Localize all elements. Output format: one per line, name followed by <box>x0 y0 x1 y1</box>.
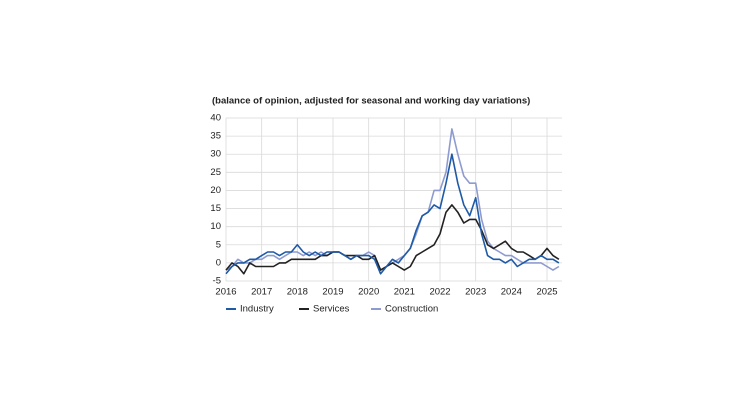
legend-label: Construction <box>385 304 438 315</box>
x-tick-label: 2019 <box>322 287 343 298</box>
legend-label: Services <box>313 304 350 315</box>
x-tick-label: 2025 <box>536 287 557 298</box>
y-tick-label: 10 <box>210 221 221 232</box>
x-tick-label: 2024 <box>501 287 522 298</box>
y-tick-label: 5 <box>216 239 221 250</box>
x-tick-label: 2020 <box>358 287 379 298</box>
y-tick-label: 15 <box>210 203 221 214</box>
x-tick-label: 2023 <box>465 287 486 298</box>
series-line <box>225 204 560 275</box>
y-tick-label: -5 <box>213 276 221 287</box>
y-tick-label: 30 <box>210 149 221 160</box>
series-line <box>225 153 560 275</box>
y-tick-label: 40 <box>210 113 221 124</box>
x-tick-label: 2017 <box>251 287 272 298</box>
x-tick-label: 2016 <box>215 287 236 298</box>
y-tick-label: 35 <box>210 131 221 142</box>
chart-subtitle: (balance of opinion, adjusted for season… <box>212 96 530 107</box>
series-line <box>225 128 560 271</box>
legend-label: Industry <box>240 304 274 315</box>
x-tick-label: 2022 <box>429 287 450 298</box>
x-tick-label: 2018 <box>287 287 308 298</box>
y-tick-label: 0 <box>216 257 221 268</box>
y-tick-label: 20 <box>210 185 221 196</box>
y-tick-label: 25 <box>210 167 221 178</box>
x-tick-label: 2021 <box>394 287 415 298</box>
